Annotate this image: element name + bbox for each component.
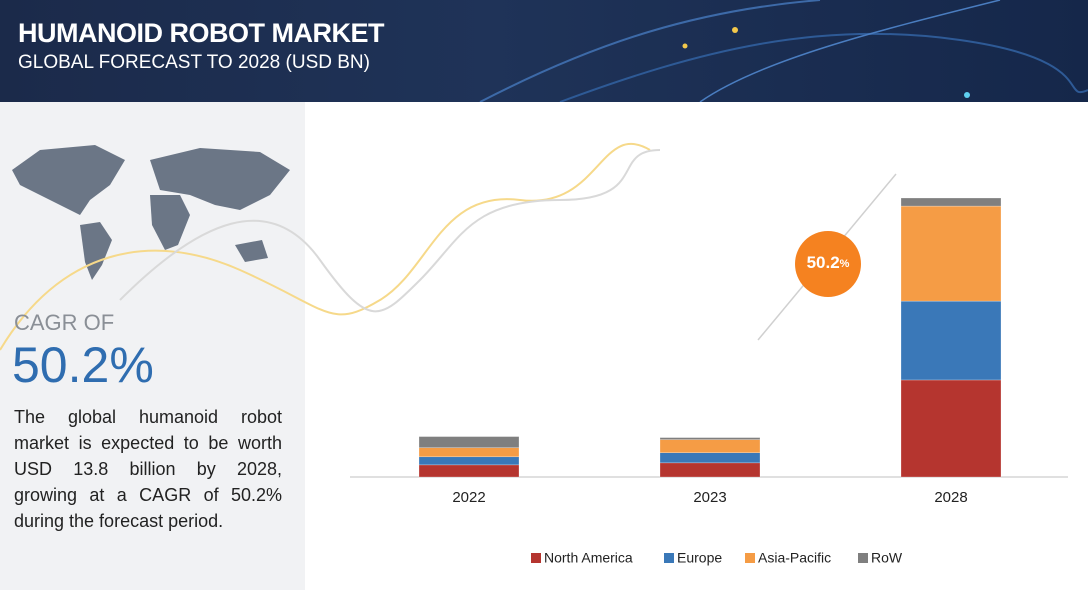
bar-segment [900,205,1002,302]
bar-segment [418,436,520,448]
bar-segment [659,462,761,478]
header-decor [479,0,1088,102]
legend-swatch [531,553,541,563]
badge-unit: % [840,258,850,270]
legend-label: Asia-Pacific [758,550,831,566]
world-map [12,145,290,280]
bar-segment [418,447,520,458]
bar-segment [900,197,1002,207]
cagr-badge-text: 50.2% [807,253,850,272]
bar-segment [659,452,761,464]
legend-label: Europe [677,550,722,566]
subtitle: GLOBAL FORECAST TO 2028 (USD BN) [18,52,370,73]
cagr-label: CAGR OF [14,310,115,335]
description: The global humanoid robot market is expe… [14,407,282,531]
title: HUMANOID ROBOT MARKET [18,18,384,48]
bar-segment [900,300,1002,381]
x-tick-label: 2023 [693,489,726,506]
legend-swatch [745,553,755,563]
badge-value: 50.2 [807,253,840,272]
bar-segment [900,379,1002,478]
bar-segment [418,464,520,478]
legend-label: North America [544,550,633,566]
cagr-value: 50.2% [12,337,154,393]
bar-segment [659,437,761,440]
x-tick-label: 2022 [452,489,485,506]
bar-segment [659,439,761,453]
cagr-badge [795,231,861,297]
legend-swatch [858,553,868,563]
legend-swatch [664,553,674,563]
bar-segment [418,456,520,466]
x-tick-label: 2028 [934,489,967,506]
header: HUMANOID ROBOT MARKET GLOBAL FORECAST TO… [0,0,1088,102]
legend-label: RoW [871,550,903,566]
